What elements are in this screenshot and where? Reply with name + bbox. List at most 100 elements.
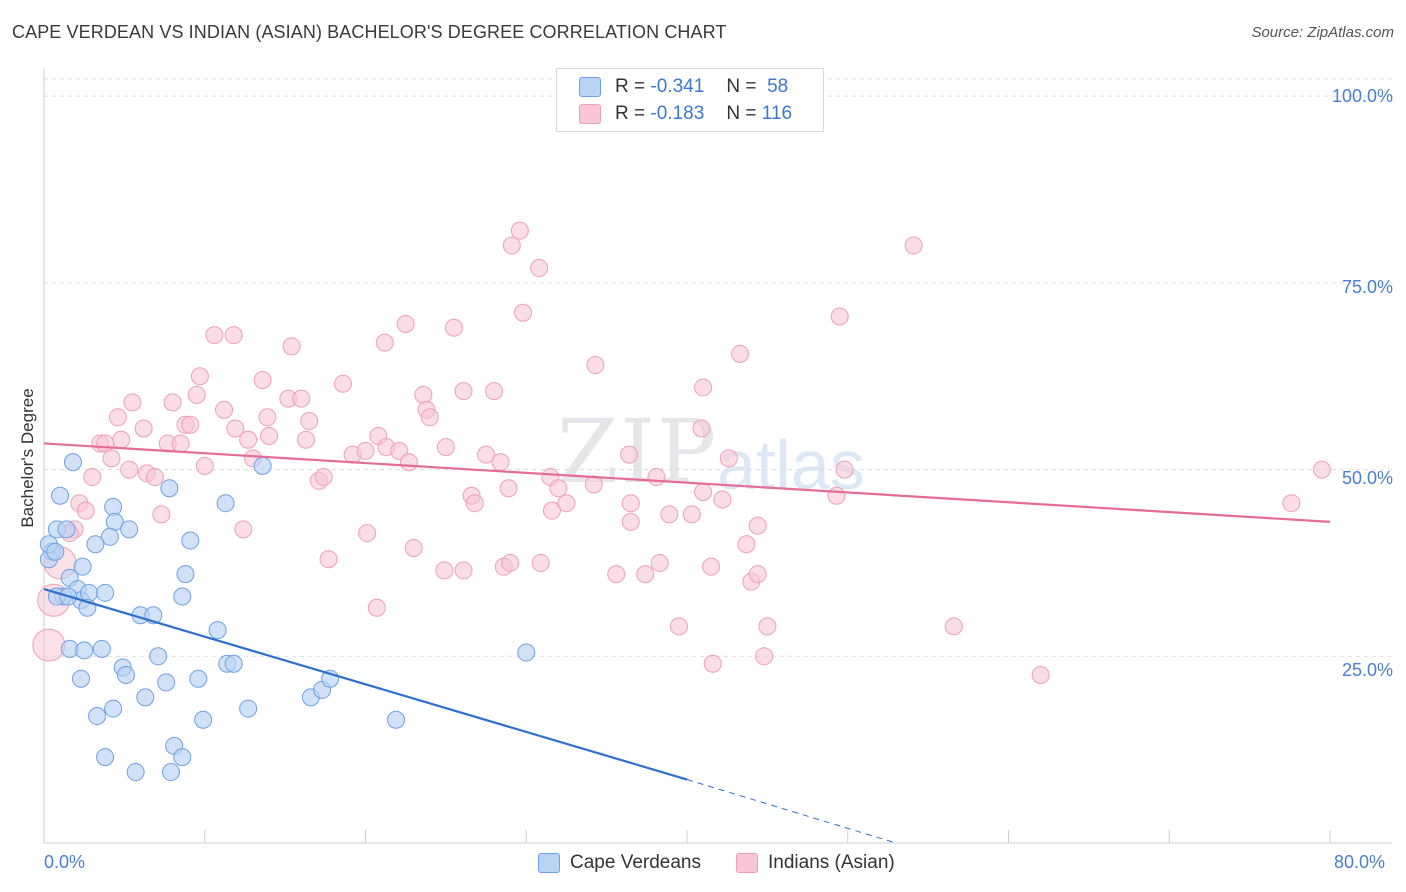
r-label: R = (615, 103, 646, 124)
indian-point (514, 303, 533, 322)
indian-point (396, 314, 415, 333)
indian-point (435, 561, 454, 580)
indian-point (123, 393, 142, 412)
legend-item-indians-asian[interactable]: Indians (Asian) (736, 852, 895, 874)
indian-point (755, 647, 774, 666)
cape-verdean-point (173, 748, 192, 767)
indian-point (234, 520, 253, 539)
cape-verdean-point (57, 520, 76, 539)
indian-point (530, 258, 549, 277)
y-tick-label-100: 100.0% (1331, 86, 1393, 106)
indian-point (171, 434, 190, 453)
indian-point (181, 415, 200, 434)
indian-point (226, 419, 245, 438)
indian-point (694, 482, 713, 501)
cape-verdean-point (253, 456, 272, 475)
indian-point (827, 486, 846, 505)
indian-point (650, 553, 669, 572)
indian-point (542, 501, 561, 520)
indian-point (300, 412, 319, 431)
cape-verdean-point (104, 699, 123, 718)
indian-point (748, 565, 767, 584)
cape-verdean-point (208, 621, 227, 640)
indian-point (152, 505, 171, 524)
indian-point (465, 494, 484, 513)
indian-point (215, 400, 234, 419)
indian-point (253, 370, 272, 389)
cape-verdean-point (104, 497, 123, 516)
cape-verdean-point (194, 710, 213, 729)
cape-verdean-point (149, 647, 168, 666)
indian-point (501, 553, 520, 572)
indian-point (333, 374, 352, 393)
cape-verdean-point (136, 688, 155, 707)
cape-verdean-trend-line (43, 588, 688, 781)
indian-point (258, 408, 277, 427)
indian-point (491, 453, 510, 472)
y-tick-label-50: 50.0% (1341, 468, 1393, 488)
chart-title: CAPE VERDEAN VS INDIAN (ASIAN) BACHELOR'… (12, 22, 727, 42)
indian-point (660, 505, 679, 524)
blue-swatch-icon (538, 853, 560, 873)
indian-point (1312, 460, 1331, 479)
legend-item-cape-verdeans[interactable]: Cape Verdeans (538, 852, 701, 874)
legend-row-indians-asian: R = -0.183 N = 116 (579, 102, 792, 126)
x-tick-label-max: 80.0% (1334, 852, 1386, 872)
cape-verdean-point (160, 479, 179, 498)
n-label: N = (726, 103, 757, 124)
n-value: 58 (767, 76, 789, 97)
indian-point (737, 535, 756, 554)
cape-verdean-point (224, 654, 243, 673)
indian-point (102, 449, 121, 468)
indian-point (163, 393, 182, 412)
indian-point (195, 456, 214, 475)
indian-point (510, 221, 529, 240)
indian-point (112, 430, 131, 449)
n-value: 116 (761, 103, 793, 124)
indian-point (584, 475, 603, 494)
source-credit: Source: ZipAtlas.com (1251, 24, 1394, 41)
cape-verdean-point (387, 710, 406, 729)
pink-swatch-icon (736, 853, 758, 873)
indian-point (454, 382, 473, 401)
cape-verdean-point (71, 669, 90, 688)
pink-swatch-icon (579, 104, 601, 124)
cape-verdean-point (176, 565, 195, 584)
indian-point (224, 326, 243, 345)
indian-point (32, 628, 66, 662)
cape-verdean-point (73, 557, 92, 576)
indian-point (375, 333, 394, 352)
indian-point (187, 385, 206, 404)
indian-point (682, 505, 701, 524)
indian-point (108, 408, 127, 427)
cape-verdean-point (239, 699, 258, 718)
indian-point (76, 501, 95, 520)
indian-point (557, 494, 576, 513)
indian-point (748, 516, 767, 535)
indian-point (621, 494, 640, 513)
indian-point (621, 512, 640, 531)
indian-trend-line (43, 442, 1331, 523)
indian-point (414, 385, 433, 404)
indian-point (694, 378, 713, 397)
indian-point (134, 419, 153, 438)
cape-verdean-point (100, 527, 119, 546)
cape-verdean-point (96, 748, 115, 767)
cape-verdean-point (157, 673, 176, 692)
cape-verdean-point (92, 639, 111, 658)
n-label: N = (726, 76, 757, 97)
cape-verdean-point (161, 763, 180, 782)
indian-point (692, 419, 711, 438)
indian-point (1282, 494, 1301, 513)
indian-point (477, 445, 496, 464)
r-label: R = (615, 76, 646, 97)
r-value: -0.341 (650, 76, 705, 97)
indian-point (502, 236, 521, 255)
indian-point (586, 356, 605, 375)
indian-point (358, 524, 377, 543)
indian-point (420, 408, 439, 427)
y-tick-label-75: 75.0% (1341, 277, 1393, 297)
correlation-legend: R = -0.341 N = 58 R = -0.183 N = 116 (556, 68, 824, 132)
cape-verdean-point (96, 583, 115, 602)
